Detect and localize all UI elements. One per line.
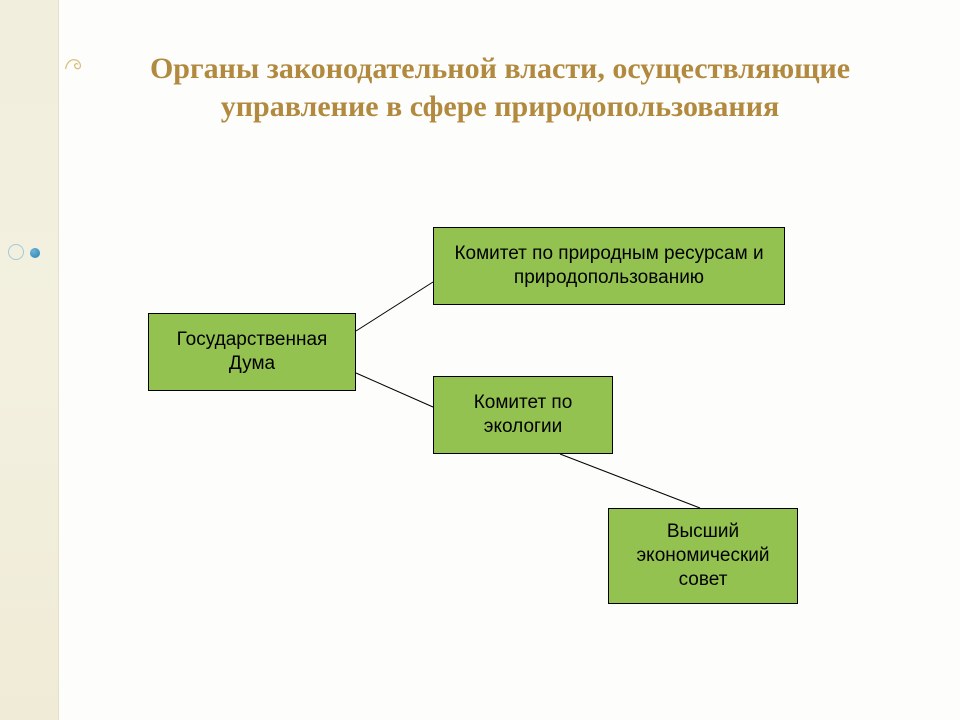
flowchart-node-econ: Высший экономический совет: [608, 508, 798, 604]
flowchart-edge-duma-natres: [356, 282, 433, 331]
flowchart-edge-ecology-econ: [560, 454, 700, 508]
flowchart-node-duma: Государственная Дума: [148, 313, 356, 391]
diagram-connectors: [0, 0, 960, 720]
diagram-area: Государственная Дума Комитет по природным…: [0, 0, 960, 720]
flowchart-node-natres: Комитет по природным ресурсам и природоп…: [433, 227, 785, 305]
flowchart-edge-duma-ecology: [356, 373, 433, 407]
flowchart-node-ecology: Комитет по экологии: [433, 376, 613, 454]
slide: Органы законодательной власти, осуществл…: [0, 0, 960, 720]
